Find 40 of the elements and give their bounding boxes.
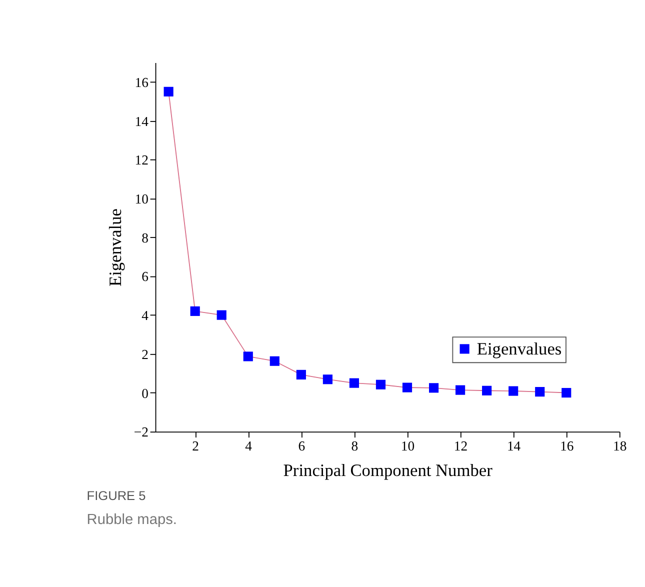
point <box>216 310 226 320</box>
y-tick-label: 8 <box>142 230 149 246</box>
x-axis-title: Principal Component Number <box>283 460 493 480</box>
text: Rubble maps. <box>86 512 177 528</box>
point <box>270 356 280 366</box>
point <box>535 387 545 397</box>
point <box>428 383 439 393</box>
point <box>376 380 386 390</box>
x-tick-label: 2 <box>192 438 200 454</box>
point <box>456 385 466 395</box>
x-tick-label: 6 <box>298 438 306 454</box>
point <box>508 386 518 396</box>
x-tick-label: 16 <box>560 438 574 454</box>
point <box>322 374 332 384</box>
point <box>562 388 572 398</box>
y-tick-label: 4 <box>142 308 149 324</box>
x-tick-label: 14 <box>506 438 521 454</box>
point <box>482 386 492 396</box>
y-tick-label: 16 <box>134 74 149 90</box>
y-axis-title: Eigenvalue <box>106 208 126 287</box>
caption: FIGURE 5 <box>86 488 146 504</box>
legend-label: Eigenvalues <box>476 339 562 358</box>
y-tick-label: 0 <box>142 386 149 401</box>
x-tick-label: 10 <box>400 438 415 454</box>
y-tick-label: −2 <box>134 424 149 440</box>
y-tick-label: 6 <box>142 269 149 284</box>
y-tick-label: 2 <box>142 346 149 362</box>
point <box>402 382 412 392</box>
point <box>190 306 200 316</box>
y-tick-label: 14 <box>134 114 149 129</box>
point <box>296 370 306 380</box>
x-tick-label: 8 <box>351 438 358 454</box>
x-tick-label: 4 <box>245 438 252 454</box>
x-tick-label: 18 <box>613 438 627 454</box>
y-tick-label: 12 <box>134 152 149 168</box>
x-tick-label: 12 <box>454 438 468 454</box>
point <box>164 86 174 96</box>
y-tick-label: 10 <box>134 192 149 207</box>
point <box>243 352 253 362</box>
point <box>349 378 360 388</box>
